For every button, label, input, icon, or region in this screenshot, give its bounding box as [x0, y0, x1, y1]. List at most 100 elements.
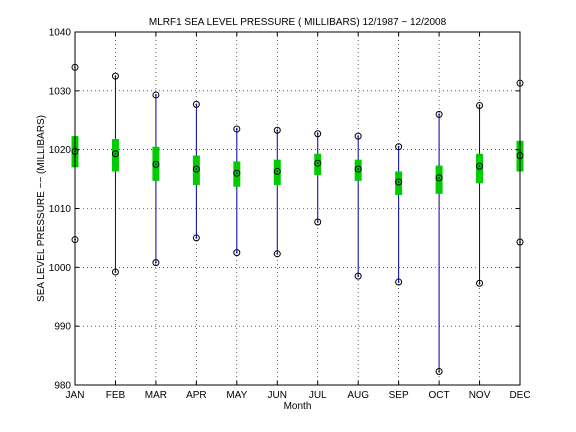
x-tick-label: JUL — [309, 390, 327, 401]
max-marker — [111, 72, 119, 80]
month-group-apr — [192, 100, 200, 242]
x-axis-label: Month — [284, 401, 312, 412]
max-marker — [152, 91, 160, 99]
min-marker — [192, 234, 200, 242]
y-tick-label: 1020 — [49, 145, 72, 156]
x-tick-label: NOV — [469, 390, 491, 401]
y-axis-label: SEA LEVEL PRESSURE −− (MILLIBARS) — [36, 115, 47, 302]
min-marker — [314, 218, 322, 226]
min-marker — [273, 250, 281, 258]
min-marker — [111, 268, 119, 276]
month-group-oct — [435, 110, 443, 375]
month-group-jul — [314, 130, 322, 226]
mean-marker — [354, 165, 362, 173]
min-marker-center — [357, 275, 360, 278]
min-marker — [435, 367, 443, 375]
x-tick-label: JUN — [268, 390, 287, 401]
min-marker — [233, 249, 241, 257]
max-marker — [435, 110, 443, 118]
mean-marker-center — [195, 168, 198, 170]
month-group-jun — [273, 126, 281, 258]
x-tick-label: OCT — [429, 390, 450, 401]
max-marker-center — [235, 128, 238, 130]
iqr-box — [314, 153, 322, 175]
axis-ticks: 980 990 1000 1010 1020 1030 1040 JAN FEB MAR APR MA… — [49, 28, 531, 402]
data-series — [71, 63, 524, 375]
x-tick-label: MAY — [226, 390, 247, 401]
max-marker-center — [276, 129, 279, 132]
max-marker-center — [357, 135, 360, 138]
mean-marker — [395, 178, 403, 186]
min-marker — [395, 278, 403, 286]
y-tick-label: 990 — [54, 322, 71, 333]
x-tick-label: AUG — [347, 390, 369, 401]
max-marker — [273, 126, 281, 134]
y-tick-label: 1010 — [49, 204, 72, 215]
y-tick-label: 1040 — [49, 28, 72, 39]
mean-marker-center — [235, 172, 238, 175]
mean-marker-center — [276, 170, 279, 173]
iqr-box — [395, 171, 403, 195]
max-marker-center — [114, 75, 117, 78]
iqr-box — [354, 159, 362, 181]
mean-marker — [152, 160, 160, 168]
y-tick-label: 1000 — [49, 263, 72, 274]
mean-marker-center — [316, 162, 319, 165]
min-marker-center — [155, 261, 157, 264]
month-group-aug — [354, 132, 362, 280]
chart-title: MLRF1 SEA LEVEL PRESSURE ( MILLIBARS) 12… — [149, 17, 447, 28]
max-marker — [395, 143, 403, 151]
x-tick-label: JAN — [66, 390, 85, 401]
mean-marker — [314, 159, 322, 167]
mean-marker-center — [438, 177, 440, 179]
max-marker-center — [397, 145, 400, 148]
min-marker-center — [316, 221, 319, 223]
mean-marker-center — [155, 163, 157, 166]
y-tick-label: 1030 — [49, 86, 72, 97]
max-marker — [233, 125, 241, 133]
mean-marker-center — [397, 181, 400, 183]
x-tick-label: APR — [186, 390, 207, 401]
month-group-nov — [476, 102, 484, 287]
mean-marker — [273, 167, 281, 175]
iqr-box — [435, 165, 443, 194]
x-tick-label: MAR — [145, 390, 167, 401]
mean-marker-center — [114, 152, 117, 155]
mean-marker-center — [478, 165, 481, 168]
max-marker-center — [478, 104, 481, 107]
mean-marker — [111, 150, 119, 158]
max-marker — [476, 102, 484, 110]
min-marker — [354, 272, 362, 280]
x-tick-label: FEB — [106, 390, 126, 401]
month-group-feb — [111, 72, 119, 276]
min-marker-center — [235, 251, 238, 254]
max-marker — [354, 132, 362, 140]
mean-marker — [192, 165, 200, 173]
min-marker — [152, 259, 160, 267]
max-marker-center — [316, 132, 319, 135]
iqr-box — [476, 153, 484, 184]
iqr-box — [111, 139, 119, 172]
month-group-mar — [152, 91, 160, 267]
min-marker-center — [195, 237, 198, 239]
month-group-sep — [395, 143, 403, 286]
min-marker-center — [276, 252, 279, 255]
max-marker-center — [438, 113, 440, 116]
x-tick-label: DEC — [509, 390, 530, 401]
grid-lines — [75, 32, 520, 385]
mean-marker — [435, 174, 443, 182]
min-marker-center — [114, 271, 117, 273]
max-marker-center — [155, 94, 157, 96]
y-tick-label: 980 — [54, 381, 71, 392]
min-marker-center — [478, 282, 481, 285]
plot-frame — [74, 31, 521, 386]
x-tick-label: SEP — [389, 390, 409, 401]
max-marker — [192, 100, 200, 108]
min-marker — [476, 279, 484, 287]
min-marker-center — [438, 370, 440, 373]
max-marker — [314, 130, 322, 138]
min-marker-center — [397, 281, 400, 283]
mean-marker — [476, 162, 484, 170]
